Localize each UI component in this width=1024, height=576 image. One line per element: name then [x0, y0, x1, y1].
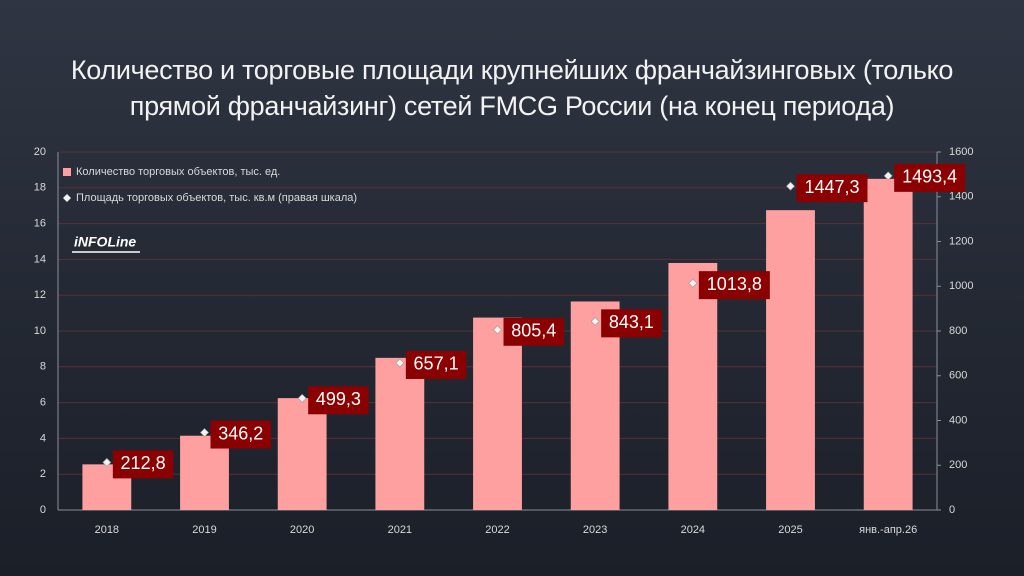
marker [883, 171, 893, 181]
y-tick-label: 2 [40, 468, 46, 480]
y2-tick-label: 1200 [949, 235, 973, 247]
x-tick-label: 2020 [290, 524, 314, 536]
chart-title: Количество и торговые площади крупнейших… [70, 55, 954, 121]
y2-tick-label: 600 [949, 370, 967, 382]
value-label: 1493,4 [902, 167, 957, 187]
y2-tick-label: 0 [949, 504, 955, 516]
y-tick-label: 10 [34, 325, 46, 337]
y2-tick-label: 1600 [949, 146, 973, 158]
value-label-box [894, 163, 966, 192]
y2-tick-label: 1400 [949, 191, 973, 203]
x-tick-label: 2024 [681, 524, 705, 536]
value-label-box [796, 174, 868, 203]
marker [395, 358, 405, 368]
bar [375, 357, 425, 510]
bar [473, 317, 522, 510]
bar [766, 210, 815, 511]
legend-swatch [63, 194, 71, 202]
x-tick-label: 2022 [485, 524, 509, 536]
marker [102, 457, 112, 467]
x-tick-label: 2019 [192, 524, 216, 536]
x-tick-label: янв.-апр.26 [859, 524, 917, 536]
legend-label: Площадь торговых объектов, тыс. кв.м (пр… [76, 192, 357, 204]
value-label-box [112, 450, 174, 479]
y-tick-label: 14 [34, 253, 46, 265]
value-label: 1013,8 [707, 274, 762, 294]
x-tick-label: 2021 [388, 524, 412, 536]
y-tick-label: 18 [34, 182, 46, 194]
y-tick-label: 6 [40, 397, 46, 409]
marker [297, 393, 307, 403]
value-label-box [601, 309, 662, 338]
legend-swatch [63, 168, 71, 176]
bar [863, 178, 913, 510]
y-tick-label: 8 [40, 361, 46, 373]
x-tick-label: 2023 [583, 524, 607, 536]
x-tick-label: 2018 [95, 524, 119, 536]
x-tick-label: 2025 [778, 524, 802, 536]
value-label: 212,8 [121, 453, 166, 473]
value-label: 1447,3 [804, 177, 859, 197]
y2-tick-label: 200 [949, 459, 967, 471]
bar [668, 262, 718, 510]
watermark: iNFOLine [74, 234, 136, 250]
value-label-box [308, 386, 369, 415]
value-label: 843,1 [609, 312, 654, 332]
value-label: 657,1 [414, 354, 459, 374]
y2-tick-label: 400 [949, 414, 967, 426]
value-label-box [210, 420, 271, 449]
value-label-box [405, 350, 467, 379]
legend-label: Количество торговых объектов, тыс. ед. [76, 166, 280, 178]
marker [688, 278, 698, 288]
marker [786, 181, 795, 191]
value-label-box [503, 317, 564, 346]
y-tick-label: 12 [34, 289, 46, 301]
y-tick-label: 16 [34, 218, 46, 230]
y-tick-label: 20 [34, 146, 46, 158]
y2-tick-label: 800 [949, 325, 967, 337]
bar [277, 398, 327, 510]
marker [200, 428, 209, 437]
value-label: 499,3 [316, 389, 361, 409]
y-tick-label: 4 [40, 432, 46, 444]
value-label-box [698, 271, 770, 300]
marker [493, 325, 502, 335]
value-label: 346,2 [218, 423, 263, 443]
y2-tick-label: 1000 [949, 280, 973, 292]
y-tick-label: 0 [40, 504, 46, 516]
value-label: 805,4 [511, 321, 556, 341]
marker [590, 316, 600, 326]
